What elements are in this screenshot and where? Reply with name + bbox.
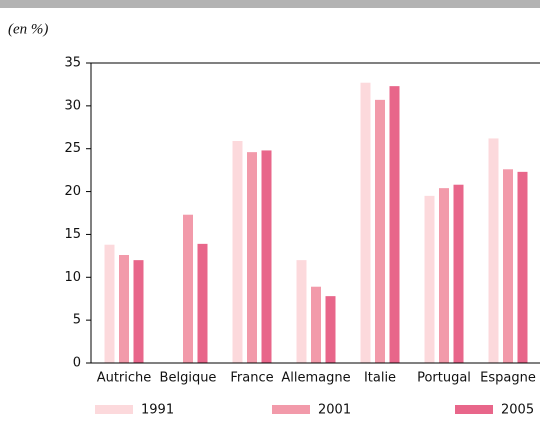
x-tick-label: Autriche [97,371,152,386]
x-tick-label: Portugal [417,371,471,386]
legend-swatch [455,405,493,414]
bar [439,188,449,363]
bar [517,171,528,363]
legend-label: 1991 [141,403,174,418]
legend-label: 2001 [318,403,351,418]
y-tick-label: 10 [64,270,81,285]
bar [503,169,513,363]
bar [232,141,243,363]
bar [424,195,435,363]
bar [261,150,272,363]
bar [133,260,144,363]
bar [197,243,208,363]
y-tick-label: 20 [64,184,81,199]
bar [453,184,464,363]
x-tick-label: France [230,371,273,386]
chart-subtitle: (en %) [8,21,48,37]
bar [119,255,129,363]
bar [247,152,257,363]
bar [375,99,385,363]
y-tick-label: 30 [64,98,81,113]
bar [488,138,499,363]
x-tick-label: Espagne [480,371,536,386]
y-tick-label: 5 [73,313,81,328]
bar [104,244,115,363]
legend-swatch [95,405,133,414]
legend-label: 2005 [501,403,534,418]
x-tick-label: Italie [364,371,396,386]
bar [325,296,336,363]
bar [183,214,193,363]
x-tick-label: Belgique [160,371,217,386]
y-tick-label: 0 [73,356,81,371]
y-tick-label: 15 [64,227,81,242]
bar [296,260,307,363]
legend-swatch [272,405,310,414]
bar [389,86,400,364]
y-tick-label: 25 [64,141,81,156]
x-tick-label: Allemagne [281,371,350,386]
bar [360,82,371,363]
y-tick-label: 35 [64,56,81,71]
bar [311,286,321,363]
header-bar [0,0,540,8]
